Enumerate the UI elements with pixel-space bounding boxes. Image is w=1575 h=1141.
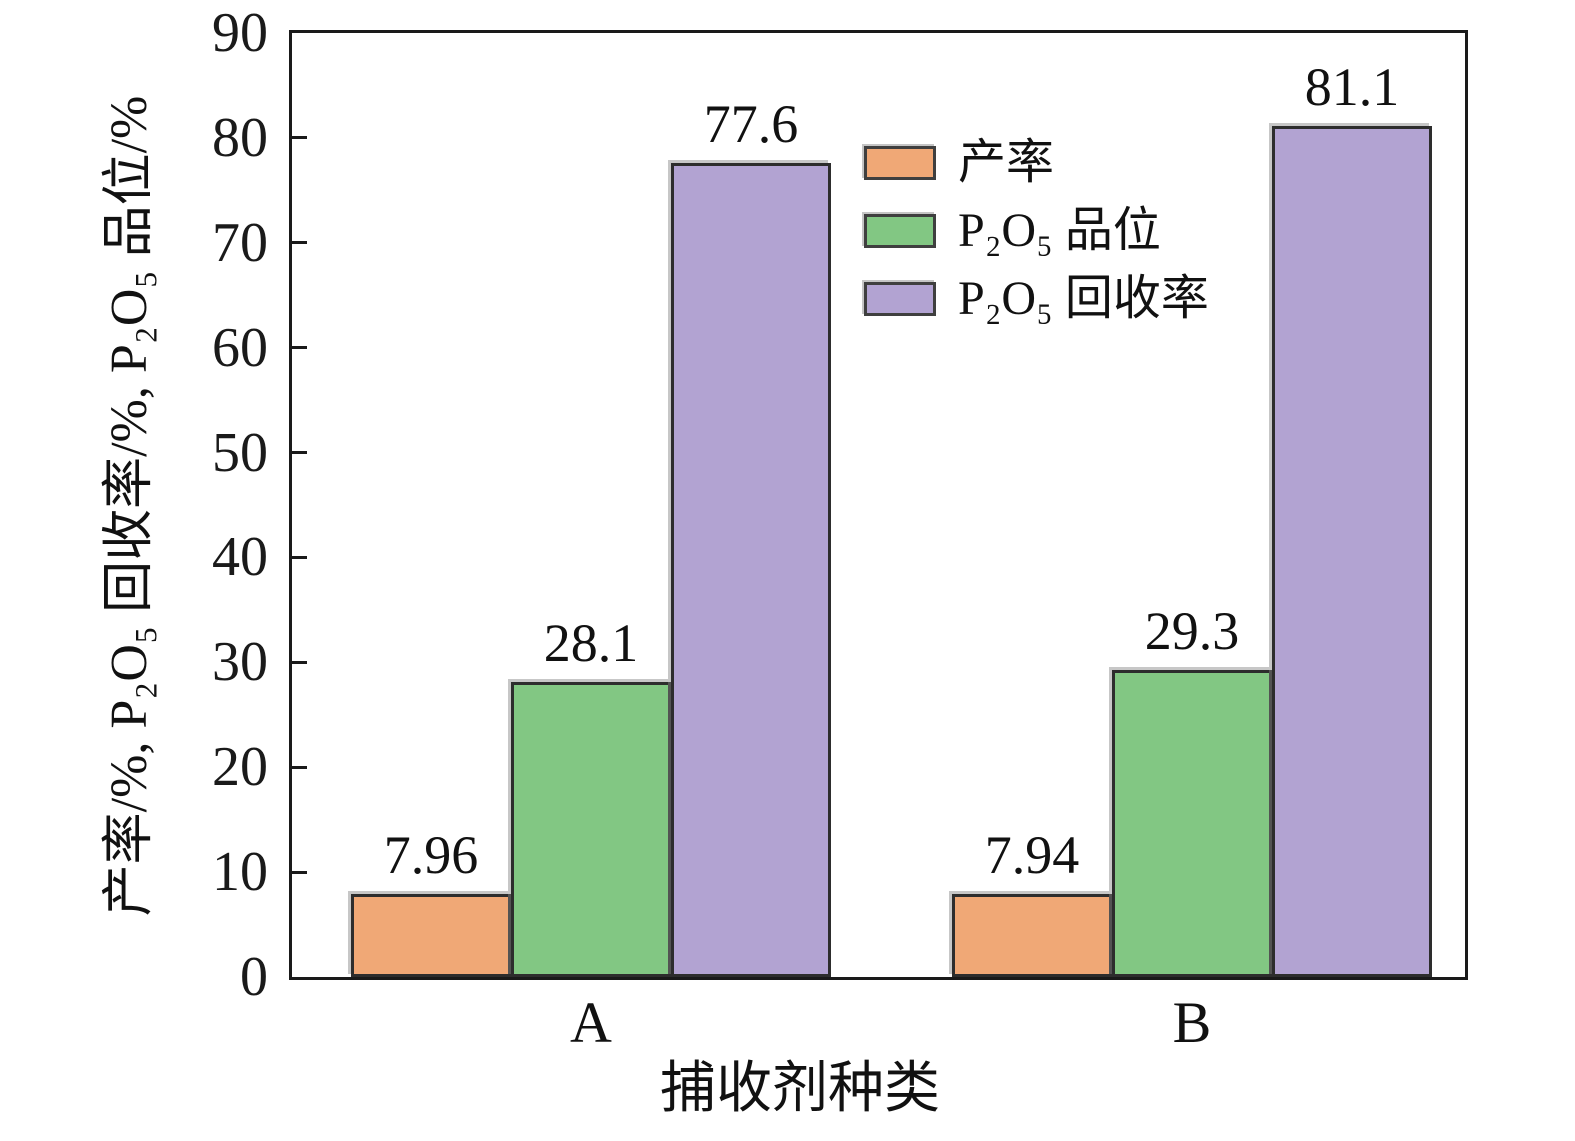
legend-label: 产率 — [958, 136, 1055, 189]
bar-B-series1 — [952, 893, 1112, 977]
y-tick-mark — [292, 346, 307, 350]
y-tick-label: 80 — [212, 106, 268, 169]
legend-label: P₂O₅ 回收率 — [958, 272, 1209, 325]
bar-value-label: 29.3 — [1144, 600, 1240, 661]
legend-item: P₂O₅ 回收率 — [864, 265, 1209, 333]
x-category-label-A: A — [570, 990, 612, 1055]
bar-value-label: 81.1 — [1304, 57, 1400, 118]
bar-value-label: 7.96 — [383, 824, 479, 885]
y-tick-label: 90 — [212, 2, 268, 64]
x-axis-title: 捕收剂种类 — [660, 1058, 940, 1120]
plot-area: 7.96 28.1 77.6 7.94 29.3 81.1 产率 P₂O₅ 品位 P₂O₅ 回… — [289, 30, 1468, 980]
legend-swatch-icon — [864, 282, 936, 316]
legend-label: P₂O₅ 品位 — [958, 204, 1161, 257]
y-tick-mark — [292, 870, 307, 874]
bar-value-label: 77.6 — [703, 94, 799, 155]
y-tick-label: 50 — [212, 421, 268, 484]
bar-B-series2 — [1112, 669, 1272, 977]
legend-item: P₂O₅ 品位 — [864, 197, 1209, 265]
legend-item: 产率 — [864, 129, 1209, 197]
legend-swatch-icon — [864, 214, 936, 248]
bar-A-series1 — [351, 893, 511, 977]
y-tick-label: 0 — [240, 946, 268, 1008]
y-tick-mark — [292, 241, 307, 245]
y-tick-label: 20 — [212, 736, 268, 799]
y-tick-label: 70 — [212, 211, 268, 274]
y-tick-label: 10 — [212, 841, 268, 904]
legend: 产率 P₂O₅ 品位 P₂O₅ 回收率 — [864, 129, 1209, 333]
bar-A-series2 — [511, 682, 671, 977]
x-category-label-B: B — [1172, 990, 1212, 1055]
y-tick-label: 40 — [212, 526, 268, 589]
y-tick-mark — [292, 451, 307, 455]
bar-value-label: 7.94 — [984, 824, 1080, 885]
bar-value-label: 28.1 — [543, 613, 639, 674]
bar-A-series3 — [671, 163, 831, 977]
y-tick-mark — [292, 765, 307, 769]
legend-swatch-icon — [864, 146, 936, 180]
y-tick-mark — [292, 660, 307, 664]
y-tick-mark — [292, 136, 307, 140]
y-tick-mark — [292, 555, 307, 559]
bar-B-series3 — [1272, 126, 1432, 977]
y-tick-label: 30 — [212, 631, 268, 694]
y-tick-label: 60 — [212, 316, 268, 379]
